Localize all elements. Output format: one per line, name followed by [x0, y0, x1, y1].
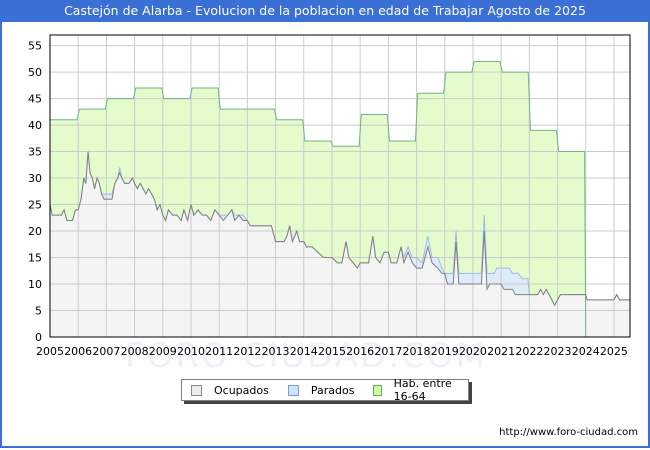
line-ocupados: [49, 151, 630, 307]
x-tick-label: 2011: [205, 345, 233, 358]
x-tick-label: 2014: [290, 345, 318, 358]
chart-title: Castejón de Alarba - Evolucion de la pob…: [0, 0, 650, 22]
legend-item-habitantes: Hab. entre 16-64: [373, 377, 458, 403]
y-tick-label: 25: [28, 199, 42, 212]
legend-label-parados: Parados: [310, 383, 355, 397]
legend-label-ocupados: Ocupados: [214, 383, 269, 397]
legend-label-habitantes: Hab. entre 16-64: [393, 377, 452, 403]
x-tick-label: 2008: [121, 345, 149, 358]
legend-swatch-parados: [287, 384, 299, 396]
x-tick-label: 2017: [374, 345, 402, 358]
source-credit: http://www.foro-ciudad.com: [499, 427, 638, 438]
y-tick-label: 0: [35, 331, 42, 344]
y-tick-label: 5: [35, 305, 42, 318]
x-tick-label: 2007: [92, 345, 120, 358]
area-ocupados: [50, 151, 630, 337]
plot-border: [49, 34, 631, 338]
legend-item-parados: Parados: [287, 383, 355, 397]
y-tick-label: 50: [28, 66, 42, 79]
x-tick-label: 2020: [459, 345, 487, 358]
legend: Ocupados Parados Hab. entre 16-64: [181, 377, 469, 403]
legend-item-ocupados: Ocupados: [191, 384, 269, 397]
x-tick-label: 2016: [346, 345, 374, 358]
x-tick-label: 2006: [64, 345, 92, 358]
y-tick-label: 10: [28, 278, 42, 291]
x-tick-label: 2019: [431, 345, 459, 358]
x-tick-label: 2015: [318, 345, 346, 358]
line-habitantes: [50, 60, 587, 338]
x-tick-label: 2010: [177, 345, 205, 358]
legend-swatch-ocupados: [191, 384, 202, 396]
x-tick-label: 2022: [515, 345, 543, 358]
x-tick-label: 2025: [600, 345, 628, 358]
x-tick-label: 2009: [149, 345, 177, 358]
x-tick-label: 2013: [262, 345, 290, 358]
x-tick-label: 2012: [233, 345, 261, 358]
y-tick-label: 15: [28, 252, 42, 265]
y-tick-label: 45: [28, 93, 42, 106]
x-tick-label: 2024: [572, 345, 600, 358]
watermark: FORO CIUDAD.COM: [125, 336, 487, 376]
y-tick-label: 35: [28, 146, 42, 159]
y-tick-label: 20: [28, 225, 42, 238]
x-tick-label: 2018: [403, 345, 431, 358]
legend-swatch-habitantes: [373, 384, 382, 396]
y-tick-label: 40: [28, 119, 42, 132]
y-tick-label: 30: [28, 172, 42, 185]
x-tick-label: 2023: [544, 345, 572, 358]
x-tick-label: 2005: [36, 345, 64, 358]
y-tick-label: 55: [28, 40, 42, 53]
x-tick-label: 2021: [487, 345, 515, 358]
